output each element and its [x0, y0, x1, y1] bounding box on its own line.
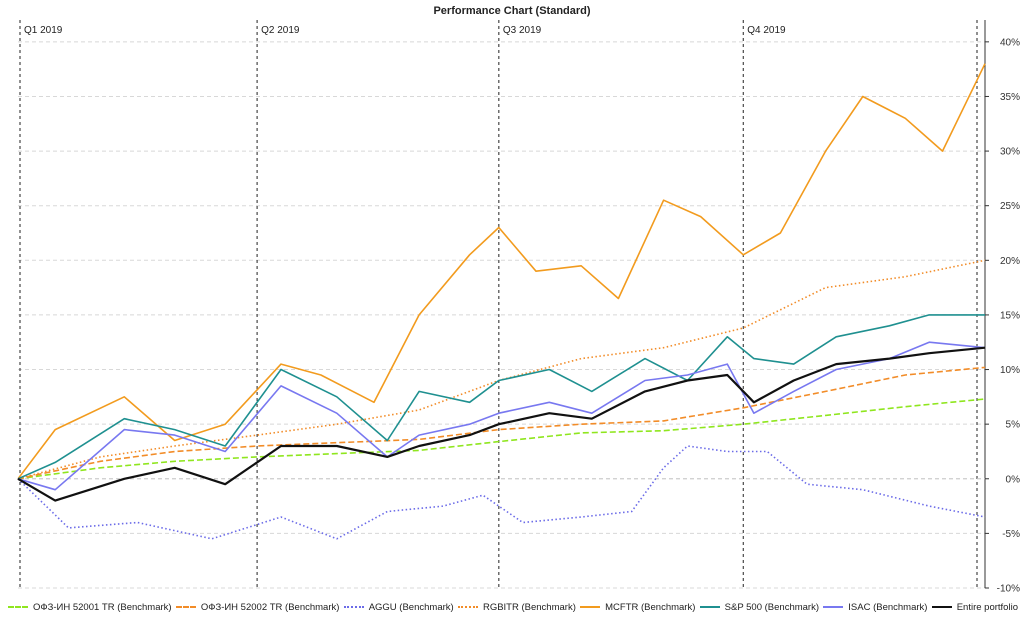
quarter-label: Q4 2019	[747, 25, 786, 36]
legend-label: ОФЗ-ИН 52002 TR (Benchmark)	[200, 601, 340, 613]
y-tick-label: 25%	[1000, 201, 1020, 212]
legend-item[interactable]: ОФЗ-ИН 52002 TR (Benchmark)	[175, 601, 340, 613]
series-line-7	[17, 346, 986, 502]
legend-item[interactable]: RGBITR (Benchmark)	[457, 601, 576, 613]
legend-item[interactable]: ISAC (Benchmark)	[823, 602, 927, 613]
y-tick-label: 40%	[1000, 37, 1020, 48]
legend-item[interactable]: AGGU (Benchmark)	[343, 601, 454, 613]
legend-label: MCFTR (Benchmark)	[605, 601, 696, 613]
legend-label: ISAC (Benchmark)	[848, 601, 928, 613]
y-tick-label: -5%	[1002, 529, 1020, 540]
legend-item[interactable]: ОФЗ-ИН 52001 TR (Benchmark)	[8, 602, 172, 613]
legend-item[interactable]: MCFTR (Benchmark)	[580, 602, 695, 613]
legend-label: AGGU (Benchmark)	[368, 601, 454, 613]
y-tick-label: -10%	[997, 584, 1020, 595]
legend-label: RGBITR (Benchmark)	[482, 601, 576, 613]
quarter-label: Q2 2019	[261, 25, 300, 36]
series-line-2	[17, 445, 986, 540]
series-line-0	[17, 398, 986, 480]
legend-swatch	[823, 606, 844, 608]
y-tick-label: 0%	[1006, 474, 1021, 485]
legend-swatch	[175, 606, 196, 608]
legend-swatch	[580, 606, 601, 608]
series-line-5	[17, 314, 985, 480]
legend-label: ОФЗ-ИН 52001 TR (Benchmark)	[33, 601, 172, 613]
legend-swatch	[343, 606, 364, 608]
legend-swatch	[699, 606, 720, 608]
y-tick-label: 15%	[1000, 310, 1020, 321]
legend-swatch	[457, 606, 478, 608]
legend-swatch	[8, 606, 28, 608]
legend-label: Entire portfolio	[956, 601, 1018, 613]
y-tick-label: 10%	[1000, 365, 1020, 376]
chart-title: Performance Chart (Standard)	[433, 5, 591, 17]
series-line-6	[17, 341, 986, 491]
y-tick-label: 20%	[1000, 256, 1020, 267]
chart-legend: ОФЗ-ИН 52001 TR (Benchmark) ОФЗ-ИН 52002 …	[8, 598, 1018, 616]
y-tick-label: 30%	[1000, 147, 1020, 158]
legend-item[interactable]: S&P 500 (Benchmark)	[699, 601, 819, 613]
legend-label: S&P 500 (Benchmark)	[724, 601, 819, 613]
legend-swatch	[931, 606, 952, 608]
series-line-1	[17, 366, 986, 480]
series-line-4	[17, 63, 986, 480]
quarter-label: Q1 2019	[24, 25, 63, 36]
quarter-label: Q3 2019	[503, 25, 542, 36]
legend-item[interactable]: Entire portfolio	[931, 601, 1018, 613]
y-tick-label: 5%	[1006, 420, 1021, 431]
y-tick-label: 35%	[1000, 92, 1020, 103]
